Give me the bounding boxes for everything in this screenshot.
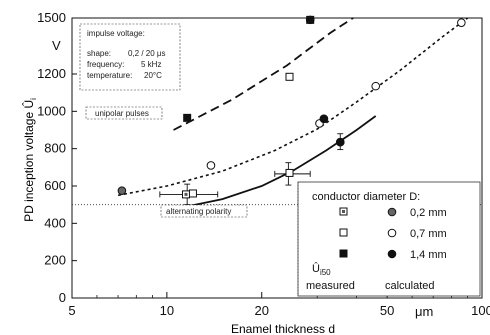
point-measured-07 (285, 72, 294, 81)
x-unit: μm (415, 304, 433, 319)
y-tick-label: 1500 (37, 10, 66, 25)
point-calculated-07 (457, 18, 466, 27)
y-tick-label: 800 (44, 141, 66, 156)
legend-size-07: 0,7 mm (410, 228, 447, 240)
legend-size-14: 1,4 mm (410, 249, 447, 261)
x-axis: 5 10 20 50 100 (68, 292, 490, 318)
x-tick-label: 20 (254, 303, 268, 318)
curve-dashed (173, 17, 354, 131)
info-box: impulse voltage: shape: 0,2 / 20 μs freq… (79, 23, 181, 91)
y-tick-label: 400 (44, 215, 66, 230)
legend-size-02: 0,2 mm (410, 207, 447, 219)
legend-calculated-02 (387, 207, 397, 217)
legend: conductor diameter D: 0,2 mm 0,7 mm 1,4 … (297, 181, 481, 297)
legend-title: conductor diameter D: (312, 191, 420, 203)
x-tick-label: 50 (380, 303, 394, 318)
plot-frame (71, 17, 483, 299)
y-axis: 0 200 400 600 800 1000 1200 1500 (37, 10, 77, 305)
legend-calculated-07 (387, 228, 397, 238)
legend-measured-label: measured (306, 280, 355, 292)
legend-measured-07 (339, 228, 348, 237)
svg-text:frequency:: frequency: (87, 60, 124, 69)
svg-text:impulse voltage:: impulse voltage: (87, 29, 145, 38)
svg-text:0,2 / 20 μs: 0,2 / 20 μs (128, 49, 166, 58)
data-points (117, 15, 466, 199)
point-calculated-14 (335, 137, 345, 147)
legend-measured-symbol: Ûi50 (312, 262, 331, 277)
x-tick-label: 100 (471, 303, 490, 318)
y-axis-label: PD inception voltage Ûi (21, 98, 38, 222)
point-measured-14 (183, 113, 192, 122)
y-tick-label: 1200 (37, 66, 66, 81)
svg-text:alternating polarity: alternating polarity (166, 207, 231, 216)
legend-measured-14 (339, 249, 348, 258)
point-measured-02-inner (184, 192, 188, 196)
svg-text:20°C: 20°C (144, 71, 162, 80)
y-unit: V (52, 38, 61, 53)
point-calculated-14 (305, 15, 315, 25)
legend-calculated-14 (387, 249, 397, 259)
legend-calculated-label: calculated (385, 280, 435, 292)
y-tick-label: 1000 (37, 103, 66, 118)
curve-dotted (117, 17, 469, 197)
x-tick-label: 5 (68, 303, 75, 318)
annotation-unipolar: unipolar pulses (85, 106, 163, 120)
point-calculated-07 (206, 161, 216, 170)
point-measured-07 (285, 168, 294, 177)
point-calculated-14 (319, 114, 329, 124)
y-tick-label: 200 (44, 253, 66, 268)
x-tick-label: 10 (160, 303, 174, 318)
svg-text:shape:: shape: (87, 49, 111, 58)
annotation-alternating: alternating polarity (160, 204, 248, 218)
point-calculated-02 (117, 186, 127, 195)
y-tick-label: 600 (44, 178, 66, 193)
point-calculated-07 (371, 81, 381, 91)
y-tick-label: 0 (59, 290, 66, 305)
x-axis-label: Enamel thickness d (231, 322, 335, 335)
svg-text:5 kHz: 5 kHz (141, 60, 161, 69)
svg-text:temperature:: temperature: (87, 71, 132, 80)
point-measured-07 (188, 189, 197, 198)
svg-text:unipolar pulses: unipolar pulses (95, 109, 149, 118)
